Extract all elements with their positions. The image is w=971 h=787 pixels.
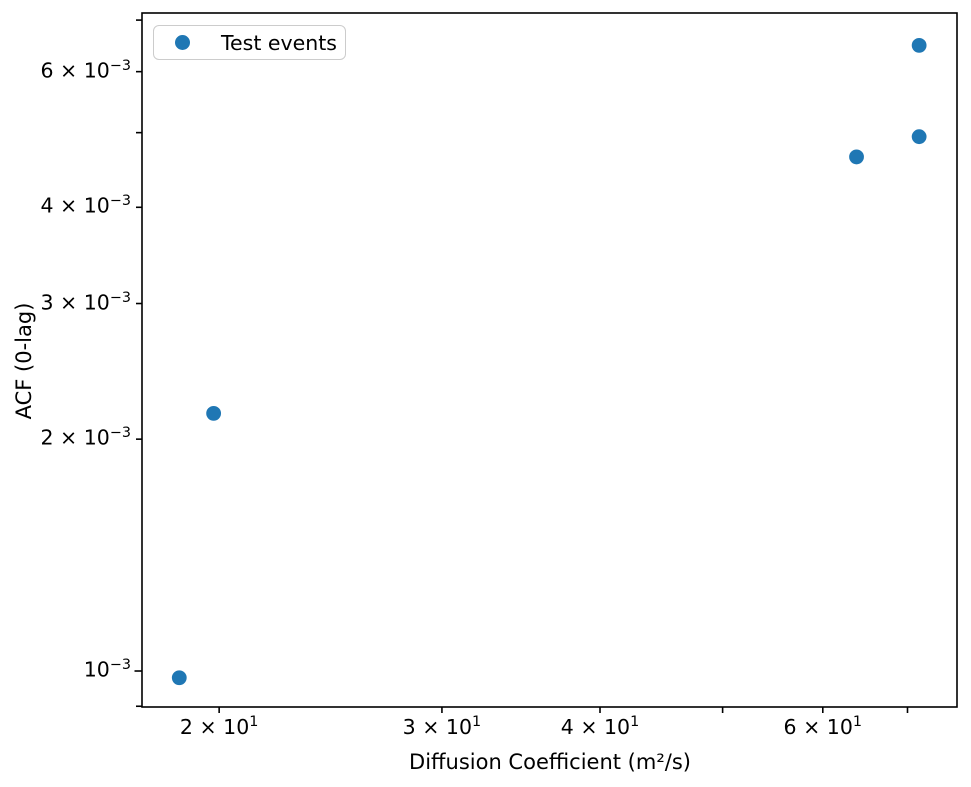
x-tick-label: 4 × 101 — [560, 714, 640, 739]
y-tick-label: 2 × 10−3 — [40, 425, 132, 450]
x-tick-label: 6 × 101 — [783, 714, 863, 739]
legend-label: Test events — [221, 30, 337, 55]
x-axis-label: Diffusion Coefficient (m²/s) — [409, 750, 691, 774]
x-tick-label: 2 × 101 — [179, 714, 259, 739]
legend-marker-icon — [175, 35, 190, 50]
data-point — [206, 406, 222, 421]
x-tick-label: 3 × 101 — [402, 714, 482, 739]
y-tick-label: 10−3 — [83, 656, 131, 682]
data-point — [849, 149, 864, 165]
y-tick-label: 3 × 10−3 — [40, 289, 132, 315]
data-point — [171, 670, 187, 686]
y-tick-label: 4 × 10−3 — [40, 193, 132, 219]
data-point — [911, 129, 927, 145]
legend: Test events — [153, 25, 346, 60]
y-axis-label: ACF (0-lag) — [12, 302, 36, 420]
data-point — [911, 37, 927, 53]
y-tick-label: 6 × 10−3 — [40, 57, 132, 83]
plot-border — [141, 12, 958, 708]
